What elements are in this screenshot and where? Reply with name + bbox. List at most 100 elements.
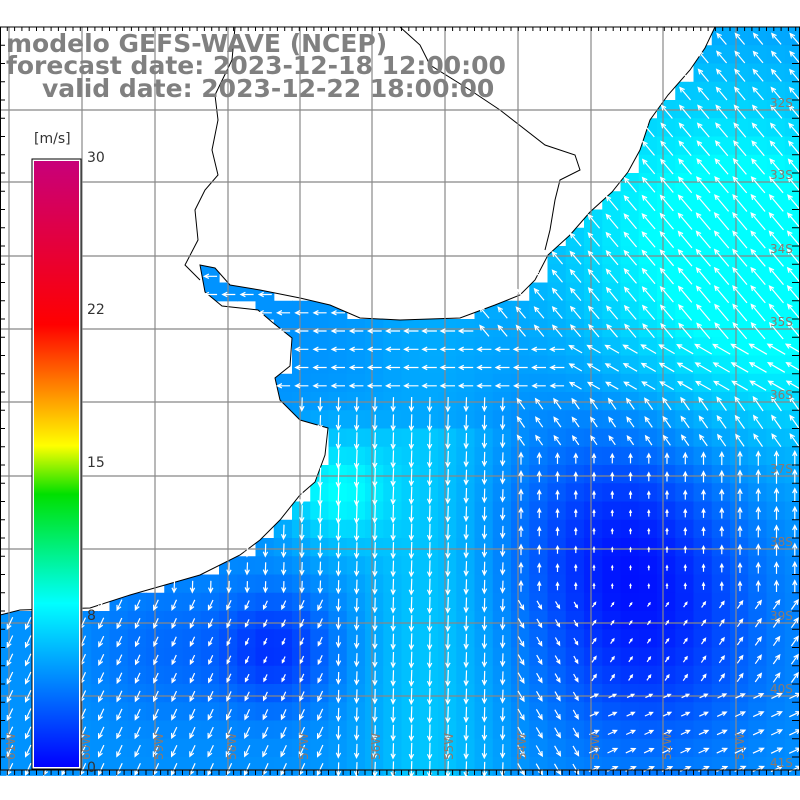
wind-arrow	[330, 328, 345, 334]
wind-arrow	[698, 747, 710, 754]
speed-cell	[328, 720, 348, 740]
wind-arrow	[515, 324, 526, 337]
speed-cell	[200, 702, 220, 722]
speed-cell	[784, 611, 800, 630]
wind-arrow	[771, 433, 782, 448]
wind-arrow	[716, 747, 729, 754]
wind-arrow	[697, 68, 709, 82]
wind-arrow	[335, 504, 342, 525]
speed-cell	[711, 629, 731, 649]
wind-arrow	[736, 654, 744, 664]
speed-cell	[346, 665, 366, 685]
wind-arrow	[499, 653, 506, 668]
wind-arrow	[390, 724, 396, 742]
speed-cell	[292, 702, 311, 722]
speed-cell	[529, 446, 549, 466]
wind-arrow	[554, 619, 561, 628]
wind-arrow	[554, 727, 561, 739]
speed-cell	[383, 738, 403, 758]
speed-cell	[602, 556, 622, 576]
speed-cell	[365, 574, 384, 594]
wind-arrow	[697, 86, 710, 101]
wind-arrow	[549, 364, 565, 371]
wind-arrow	[751, 158, 766, 175]
wind-arrow	[715, 68, 728, 82]
speed-cell	[547, 684, 567, 703]
wind-arrow	[659, 194, 674, 212]
speed-cell	[127, 684, 147, 703]
wind-arrow	[701, 600, 707, 608]
wind-arrow	[586, 363, 601, 372]
speed-cell	[529, 300, 549, 320]
wind-arrow	[646, 490, 651, 499]
speed-cell	[730, 428, 749, 448]
wind-arrow	[445, 633, 451, 651]
wind-arrow	[770, 86, 783, 101]
wind-arrow	[695, 230, 711, 249]
wind-arrow	[116, 672, 123, 685]
wind-arrow	[715, 86, 728, 101]
wind-arrow	[390, 450, 396, 469]
wind-arrow	[789, 729, 800, 736]
wind-arrow	[335, 725, 342, 741]
wind-arrow	[385, 328, 401, 334]
wind-arrow	[408, 706, 415, 724]
speed-cell	[401, 592, 421, 612]
wind-arrow	[592, 564, 596, 571]
speed-cell	[255, 574, 275, 594]
wind-arrow	[604, 363, 619, 372]
wind-arrow	[518, 451, 524, 465]
wind-arrow	[677, 212, 693, 230]
wind-arrow	[372, 579, 378, 596]
speed-cell	[511, 738, 530, 758]
wind-arrow	[390, 504, 396, 524]
wind-arrow	[6, 744, 14, 758]
speed-cell	[438, 410, 457, 430]
wind-arrow	[591, 619, 597, 626]
speed-cell	[675, 410, 695, 430]
wind-arrow	[695, 176, 711, 194]
wind-arrow	[661, 766, 674, 772]
speed-cell	[492, 483, 512, 503]
wind-arrow	[372, 670, 378, 687]
speed-cell	[383, 373, 403, 393]
wind-arrow	[24, 763, 32, 776]
wind-arrow	[701, 637, 707, 645]
wind-arrow	[695, 285, 711, 303]
speed-cell	[310, 483, 330, 503]
speed-cell	[346, 702, 366, 722]
speed-cell	[438, 428, 457, 448]
speed-cell	[492, 574, 512, 594]
wind-arrow	[773, 579, 780, 592]
wind-arrow	[189, 618, 196, 629]
wind-arrow	[408, 432, 415, 450]
speed-cell	[383, 647, 403, 667]
wind-arrow	[408, 523, 415, 542]
wind-arrow	[366, 328, 382, 334]
speed-cell	[328, 611, 348, 630]
speed-cell	[292, 300, 311, 320]
wind-arrow	[625, 397, 635, 410]
wind-arrow	[335, 653, 342, 667]
wind-arrow	[625, 766, 637, 772]
wind-arrow	[732, 248, 748, 267]
speed-cell	[401, 738, 421, 758]
wind-arrow	[330, 310, 345, 316]
wind-arrow	[171, 580, 177, 594]
speed-cell	[474, 738, 494, 758]
wind-arrow	[785, 362, 800, 372]
wind-arrow	[445, 560, 451, 578]
wind-arrow	[281, 600, 287, 611]
title-model: modelo GEFS-WAVE (NCEP)	[6, 29, 388, 58]
wind-arrow	[533, 306, 545, 319]
speed-cell	[383, 446, 403, 466]
wind-arrow	[294, 328, 309, 334]
wind-arrow	[353, 671, 360, 686]
speed-cell	[711, 136, 731, 156]
wind-arrow	[641, 249, 656, 266]
wind-arrow	[605, 213, 619, 229]
speed-cell	[602, 611, 622, 630]
speed-cell	[748, 538, 768, 557]
wind-arrow	[769, 122, 783, 138]
speed-cell	[565, 629, 585, 649]
